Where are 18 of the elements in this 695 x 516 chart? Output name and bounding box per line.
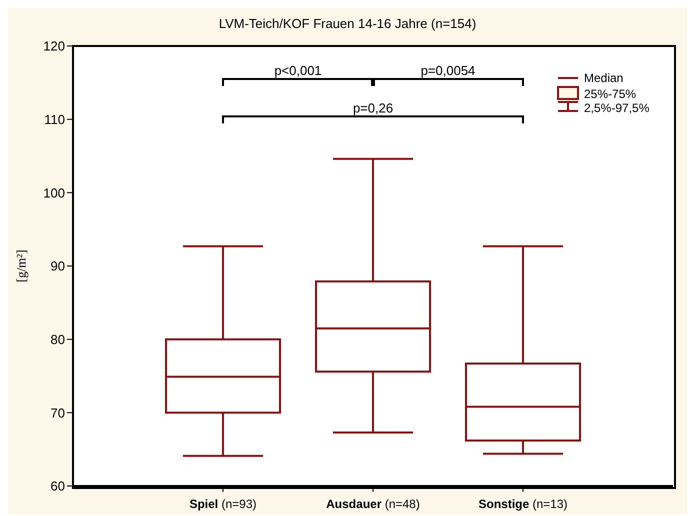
y-tick-label: 100 — [43, 185, 65, 200]
annotation: 2,5%-97,5% — [584, 101, 650, 115]
x-tick-label: Ausdauer (n=48) — [326, 497, 420, 511]
y-tick-label: 60 — [50, 478, 65, 494]
annotation: p<0,001 — [274, 63, 322, 78]
x-tick-label: Spiel (n=93) — [189, 497, 257, 511]
y-tick-label: 70 — [50, 405, 65, 420]
annotation: p=0,26 — [352, 100, 394, 116]
chart-title: LVM-Teich/KOF Frauen 14-16 Jahre (n=154) — [218, 16, 478, 31]
y-axis-title: [g/m²] — [14, 250, 29, 282]
annotation: Median — [584, 71, 624, 85]
x-tick-label: Sonstige (n=13) — [478, 497, 568, 511]
annotation: 25%-75% — [584, 87, 636, 101]
annotation: p=0,0054 — [420, 63, 476, 78]
y-tick-label: 120 — [43, 38, 65, 54]
y-tick-label: 90 — [50, 258, 65, 274]
y-tick-label: 80 — [50, 332, 65, 347]
y-tick-label: 110 — [44, 112, 65, 127]
